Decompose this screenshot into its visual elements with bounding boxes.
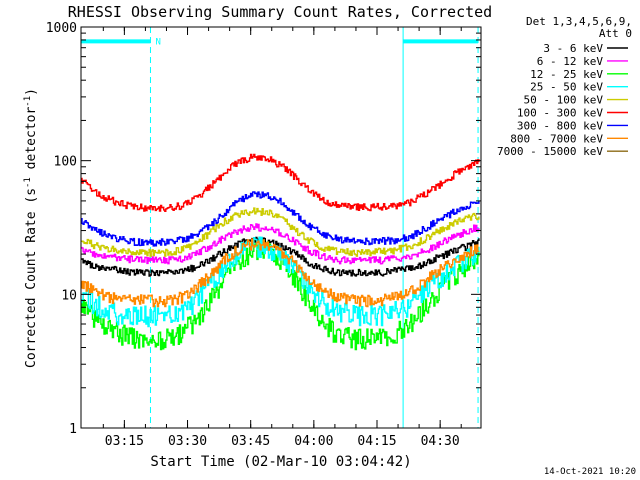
legend-label: 3 - 6 keV xyxy=(543,42,603,55)
x-tick-label: 03:30 xyxy=(168,434,207,449)
legend-label: 300 - 800 keV xyxy=(517,119,603,132)
saa-flag-label: N xyxy=(155,37,160,47)
legend-label: 6 - 12 keV xyxy=(537,55,604,68)
legend-label: 12 - 25 keV xyxy=(530,68,603,81)
y-tick-label: 1 xyxy=(69,422,77,437)
series-line-12-25keV xyxy=(81,241,480,351)
x-tick-label: 03:15 xyxy=(105,434,144,449)
legend-header-line: Det 1,3,4,5,6,9, xyxy=(526,15,632,28)
chart-title: RHESSI Observing Summary Count Rates, Co… xyxy=(68,3,492,21)
series-line-25-50keV xyxy=(81,236,480,328)
x-tick-label: 04:15 xyxy=(357,434,396,449)
legend-label: 100 - 300 keV xyxy=(517,107,603,120)
series-line-50-100keV xyxy=(81,207,480,257)
series-line-6-12keV xyxy=(81,223,480,265)
footer-timestamp: 14-Oct-2021 10:20 xyxy=(544,467,636,477)
y-tick-label: 100 xyxy=(54,155,77,170)
x-tick-label: 04:00 xyxy=(294,434,333,449)
y-axis-label: Corrected Count Rate (s-1 detector-1) xyxy=(23,88,39,368)
x-tick-label: 04:30 xyxy=(421,434,460,449)
plot-area-frame xyxy=(80,26,482,429)
legend-label: 800 - 7000 keV xyxy=(510,132,603,145)
legend-header-line: Att 0 xyxy=(599,27,632,40)
legend-label: 25 - 50 keV xyxy=(530,81,603,94)
series-line-800-7000keV xyxy=(81,238,480,308)
series-line-100-300keV xyxy=(81,153,480,212)
series-line-300-800keV xyxy=(81,191,480,247)
legend-label: 50 - 100 keV xyxy=(524,94,604,107)
y-tick-label: 1000 xyxy=(46,21,77,36)
x-axis-label: Start Time (02-Mar-10 03:04:42) xyxy=(150,454,411,470)
y-tick-label: 10 xyxy=(61,288,77,303)
legend-label: 7000 - 15000 keV xyxy=(497,145,603,158)
x-tick-label: 03:45 xyxy=(231,434,270,449)
